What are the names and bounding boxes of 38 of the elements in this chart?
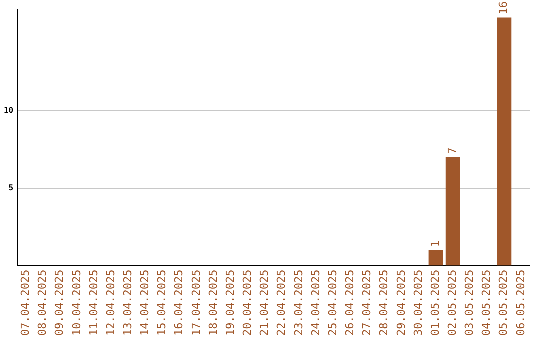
x-tick-label: 10.04.2025 [70, 270, 84, 336]
x-tick-label: 19.04.2025 [224, 270, 237, 336]
x-tick-label: 13.04.2025 [122, 270, 135, 336]
x-tick-label: 16.04.2025 [172, 270, 186, 336]
x-tick-label: 23.04.2025 [292, 270, 306, 336]
x-tick-label: 29.04.2025 [394, 270, 408, 336]
x-tick-label: 26.04.2025 [344, 270, 357, 336]
x-tick-label: 20.04.2025 [241, 270, 254, 336]
bar [428, 250, 444, 266]
x-tick-label: 05.05.2025 [497, 270, 510, 336]
x-tick-label: 07.04.2025 [19, 270, 32, 336]
x-tick-label: 08.04.2025 [36, 270, 50, 336]
x-tick-label: 24.04.2025 [309, 270, 322, 336]
data-label: 7 [446, 148, 460, 154]
x-tick-label: 28.04.2025 [378, 270, 391, 336]
x-tick-label: 09.04.2025 [53, 270, 66, 336]
bar [446, 157, 460, 266]
y-tick-label: 5 [8, 183, 14, 192]
x-tick-label: 04.05.2025 [480, 270, 494, 336]
x-tick-label: 21.04.2025 [258, 270, 272, 336]
bar [497, 18, 512, 266]
x-tick-label: 25.04.2025 [326, 270, 340, 336]
x-tick-label: 12.04.2025 [104, 270, 118, 336]
x-tick-label: 03.05.2025 [463, 270, 476, 336]
x-tick-label: 14.04.2025 [138, 270, 152, 336]
x-tick-label: 18.04.2025 [206, 270, 220, 336]
x-tick-label: 30.04.2025 [412, 270, 425, 336]
x-tick-label: 01.05.2025 [428, 270, 442, 336]
x-tick-label: 15.04.2025 [156, 270, 169, 336]
x-tick-label: 27.04.2025 [360, 270, 374, 336]
x-tick-label: 22.04.2025 [275, 270, 288, 336]
x-tick-label: 06.05.2025 [514, 270, 528, 336]
x-tick-label: 17.04.2025 [190, 270, 203, 336]
x-tick-label: 11.04.2025 [87, 270, 100, 336]
y-tick-label: 10 [4, 106, 14, 115]
x-tick-label: 02.05.2025 [446, 270, 460, 336]
data-label: 1 [428, 240, 442, 248]
data-label: 16 [497, 2, 510, 15]
